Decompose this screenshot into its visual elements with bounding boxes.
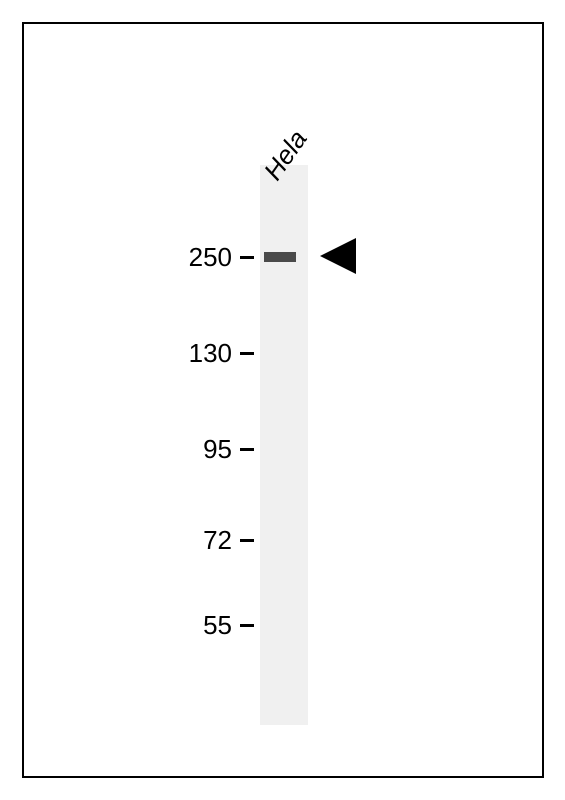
- mw-tick: [240, 256, 254, 259]
- mw-label: 130: [189, 338, 232, 369]
- mw-tick: [240, 448, 254, 451]
- mw-label: 95: [203, 434, 232, 465]
- mw-tick: [240, 352, 254, 355]
- mw-label: 72: [203, 525, 232, 556]
- blot-lane: [260, 165, 308, 725]
- mw-tick: [240, 624, 254, 627]
- mw-label: 55: [203, 610, 232, 641]
- band-arrow: [320, 238, 356, 274]
- protein-band: [264, 252, 296, 262]
- mw-label: 250: [189, 242, 232, 273]
- mw-tick: [240, 539, 254, 542]
